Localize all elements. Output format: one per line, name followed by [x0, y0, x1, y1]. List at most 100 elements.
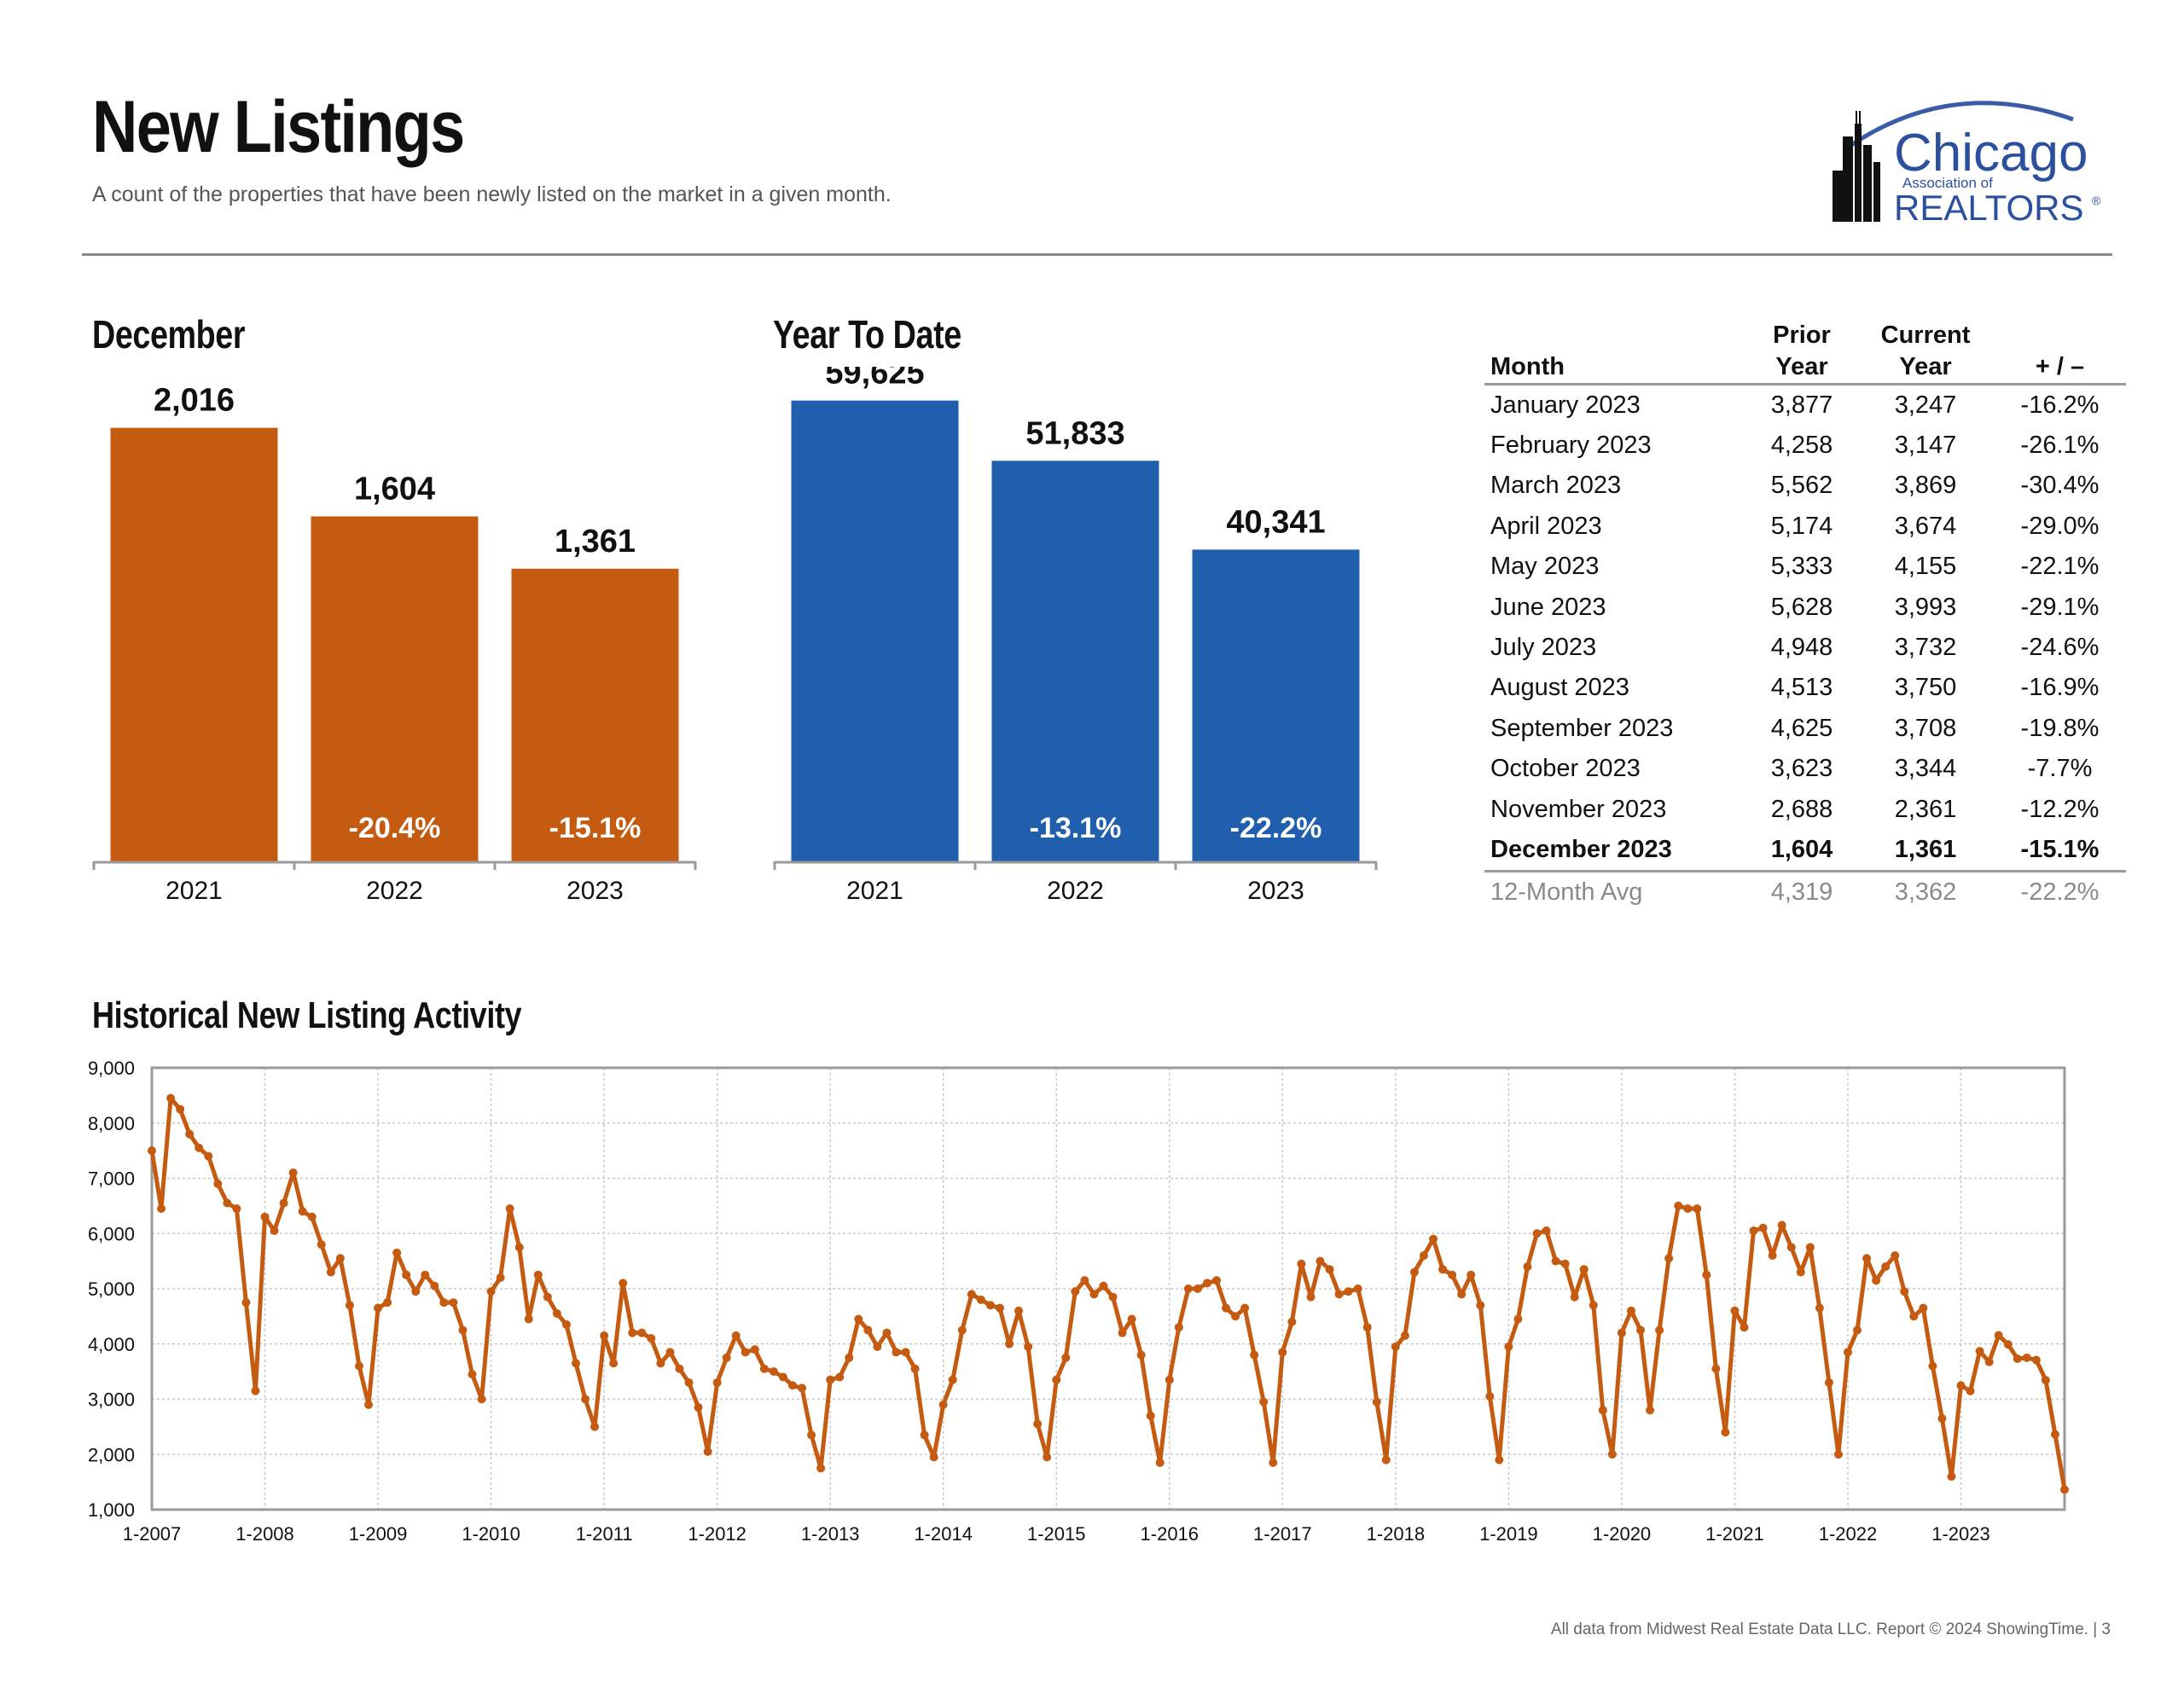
hist-data-point: [1409, 1267, 1419, 1277]
hist-data-point: [383, 1298, 392, 1307]
prior-year-cell: 4,513: [1770, 674, 1833, 702]
hist-x-tick-label: 1-2010: [462, 1523, 520, 1544]
hist-data-point: [1334, 1290, 1344, 1299]
hist-data-point: [260, 1212, 270, 1221]
hist-data-point: [1607, 1450, 1617, 1459]
hist-data-point: [873, 1342, 882, 1351]
hist-y-tick-label: 2,000: [88, 1444, 135, 1465]
hist-data-point: [1269, 1458, 1278, 1467]
month-cell: May 2023: [1490, 553, 1600, 581]
hist-data-point: [769, 1367, 778, 1377]
ytd-value-label: 59,625: [825, 367, 924, 391]
hist-x-tick-label: 1-2022: [1819, 1523, 1878, 1544]
hist-x-tick-label: 1-2011: [576, 1523, 633, 1544]
hist-data-point: [1146, 1411, 1155, 1420]
hist-data-point: [694, 1403, 703, 1412]
hist-data-point: [1891, 1251, 1900, 1261]
hist-data-point: [835, 1372, 845, 1382]
hist-data-point: [647, 1334, 656, 1343]
hist-data-point: [561, 1320, 571, 1330]
hist-data-point: [1843, 1348, 1852, 1357]
current-year-cell: 3,247: [1894, 391, 1957, 419]
hist-data-point: [1862, 1254, 1872, 1263]
hist-data-point: [1429, 1234, 1438, 1244]
hist-data-point: [166, 1093, 176, 1103]
hist-data-point: [1693, 1204, 1702, 1214]
prior-year-cell: 3,623: [1770, 755, 1833, 783]
hist-data-point: [1014, 1306, 1024, 1315]
current-year-cell: 1,361: [1894, 835, 1957, 863]
hist-data-point: [910, 1364, 920, 1373]
hist-data-point: [1749, 1226, 1758, 1236]
hist-data-point: [882, 1328, 892, 1337]
hist-data-point: [703, 1447, 712, 1457]
current-year-cell: 3,674: [1894, 512, 1957, 540]
table-row: April 2023 5,174 3,674 -29.0%: [1484, 507, 2126, 547]
hist-data-point: [1542, 1226, 1551, 1236]
change-cell: -29.0%: [2020, 512, 2100, 540]
prior-year-cell: 5,628: [1770, 593, 1833, 621]
hist-y-tick-label: 7,000: [88, 1168, 135, 1190]
hist-data-point: [1815, 1303, 1824, 1313]
hist-data-point: [2060, 1485, 2069, 1494]
hist-data-point: [204, 1151, 213, 1161]
prior-year-cell: 2,688: [1770, 795, 1833, 823]
hist-data-point: [1457, 1290, 1467, 1299]
hist-data-point: [684, 1378, 694, 1388]
month-cell: September 2023: [1490, 714, 1674, 742]
change-cell: -29.1%: [2020, 593, 2100, 621]
december-bar-2022: [311, 516, 479, 861]
hist-y-tick-label: 8,000: [88, 1113, 135, 1134]
hist-data-point: [1919, 1303, 1928, 1313]
hist-data-point: [449, 1298, 458, 1307]
change-cell: -15.1%: [2020, 835, 2100, 863]
hist-data-point: [2031, 1355, 2041, 1365]
hist-data-point: [1598, 1406, 1607, 1415]
hist-data-point: [675, 1364, 684, 1373]
hist-data-point: [619, 1278, 628, 1288]
hist-data-point: [1381, 1455, 1391, 1464]
hist-data-point: [1881, 1262, 1891, 1272]
hist-data-point: [1325, 1265, 1334, 1274]
current-year-cell: 3,732: [1894, 634, 1957, 662]
hist-data-point: [1579, 1265, 1589, 1274]
hist-data-point: [317, 1240, 326, 1249]
hist-x-tick-label: 1-2020: [1593, 1523, 1652, 1544]
ytd-category-label: 2023: [1247, 877, 1304, 905]
hist-data-point: [976, 1295, 985, 1304]
hist-data-point: [1655, 1325, 1664, 1335]
hist-data-point: [2022, 1353, 2031, 1362]
hist-plot-frame: [150, 1066, 2066, 1511]
hist-data-point: [298, 1207, 307, 1216]
hist-data-point: [1626, 1306, 1635, 1315]
hist-data-point: [759, 1364, 769, 1373]
hist-data-point: [486, 1287, 496, 1296]
month-cell: July 2023: [1490, 634, 1597, 662]
change-cell: -24.6%: [2020, 634, 2100, 662]
hist-data-point: [750, 1345, 759, 1354]
logo-line1: Chicago: [1894, 124, 2088, 183]
hist-data-point: [1805, 1243, 1815, 1252]
hist-data-point: [1391, 1342, 1400, 1351]
hist-data-point: [1711, 1364, 1721, 1373]
current-year-cell: 3,708: [1894, 714, 1957, 742]
hist-data-point: [223, 1198, 232, 1208]
december-value-label: 1,604: [354, 472, 435, 507]
hist-data-point: [392, 1248, 402, 1257]
hist-data-point: [232, 1204, 241, 1214]
hist-data-point: [1786, 1243, 1796, 1252]
month-cell: January 2023: [1490, 391, 1641, 419]
hist-data-point: [185, 1129, 195, 1139]
hist-data-point: [1975, 1347, 1984, 1356]
hist-x-tick-label: 1-2021: [1705, 1523, 1764, 1544]
hist-data-point: [807, 1430, 816, 1440]
hist-data-point: [995, 1303, 1004, 1313]
hist-data-point: [1259, 1397, 1269, 1406]
historical-chart-title: Historical New Listing Activity: [92, 994, 522, 1036]
ytd-category-label: 2022: [1047, 877, 1104, 905]
hist-data-point: [1118, 1328, 1127, 1337]
hist-data-point: [600, 1331, 609, 1341]
hist-data-point: [2041, 1376, 2050, 1385]
hist-data-point: [552, 1309, 561, 1319]
hist-data-point: [581, 1394, 590, 1404]
